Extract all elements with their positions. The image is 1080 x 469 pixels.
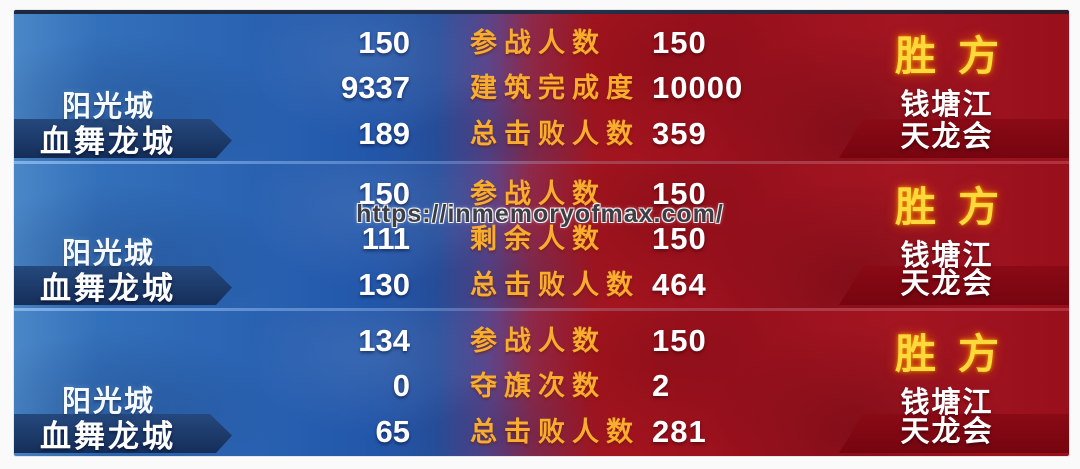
winner-label: 胜方 — [895, 331, 1021, 377]
blue-stat-value: 0 — [392, 368, 410, 403]
stat-label: 参战人数 — [470, 326, 606, 356]
red-team-name: 钱塘江 — [900, 387, 994, 419]
red-stat-value: 150 — [652, 323, 707, 358]
blue-stat-value: 189 — [358, 116, 410, 151]
stat-label: 参战人数 — [470, 28, 606, 58]
blue-team-name-2: 血舞龙城 — [40, 419, 176, 454]
stat-label: 参战人数 — [470, 179, 606, 209]
blue-stat-value: 130 — [358, 267, 410, 302]
blue-stat-value: 150 — [358, 25, 410, 60]
blue-stat-value: 111 — [361, 221, 410, 256]
results-board: 阳光城 血舞龙城 胜方 钱塘江 天龙会 150 参战人数 150 9337 建筑… — [14, 10, 1069, 456]
stat-row: 130 总击败人数 464 — [14, 266, 1069, 304]
blue-team-banner: 血舞龙城 — [14, 119, 232, 158]
stat-row: 134 参战人数 150 — [14, 322, 1069, 360]
red-stat-value: 150 — [652, 25, 707, 60]
red-team-name-2: 天龙会 — [900, 416, 994, 448]
blue-team-name: 阳光城 — [62, 91, 156, 123]
blue-stat-value: 150 — [358, 176, 410, 211]
stat-label: 总击败人数 — [470, 270, 640, 300]
battle-panel-1: 阳光城 血舞龙城 胜方 钱塘江 天龙会 150 参战人数 150 9337 建筑… — [14, 10, 1069, 161]
red-stat-value: 359 — [652, 116, 707, 151]
stat-row: 9337 建筑完成度 10000 — [14, 69, 1069, 107]
red-team-name-2: 天龙会 — [900, 268, 994, 300]
red-team-banner — [839, 414, 1069, 453]
red-stat-value: 150 — [652, 221, 707, 256]
red-team-name: 钱塘江 — [900, 89, 994, 121]
blue-stat-value: 65 — [375, 414, 410, 449]
stat-label: 总击败人数 — [470, 119, 640, 149]
blue-team-name-2: 血舞龙城 — [40, 124, 176, 159]
red-stat-value: 464 — [652, 267, 707, 302]
stat-label: 总击败人数 — [470, 417, 640, 447]
blue-team-banner: 血舞龙城 — [14, 414, 232, 453]
stat-label: 夺旗次数 — [470, 371, 606, 401]
stat-label: 建筑完成度 — [470, 73, 640, 103]
stat-row: 111 剩余人数 150 — [14, 220, 1069, 258]
blue-team-name: 阳光城 — [62, 386, 156, 418]
red-stat-value: 281 — [652, 414, 707, 449]
battle-panel-2: 阳光城 血舞龙城 胜方 钱塘江 天龙会 150 参战人数 150 111 剩余人… — [14, 161, 1069, 308]
stat-row: 189 总击败人数 359 — [14, 115, 1069, 153]
red-team-name: 钱塘江 — [900, 240, 994, 272]
battle-panel-3: 阳光城 血舞龙城 胜方 钱塘江 天龙会 134 参战人数 150 0 夺旗次数 … — [14, 308, 1069, 456]
stat-row: 65 总击败人数 281 — [14, 413, 1069, 451]
red-team-banner — [839, 266, 1069, 305]
red-stat-value: 10000 — [652, 70, 744, 105]
red-stat-value: 150 — [652, 176, 707, 211]
blue-team-name-2: 血舞龙城 — [40, 271, 176, 306]
blue-team-banner: 血舞龙城 — [14, 266, 232, 305]
stat-row: 150 参战人数 150 — [14, 24, 1069, 62]
winner-label: 胜方 — [895, 33, 1021, 79]
red-team-banner — [839, 119, 1069, 158]
blue-team-name: 阳光城 — [62, 238, 156, 270]
red-stat-value: 2 — [652, 368, 671, 403]
red-team-name-2: 天龙会 — [900, 121, 994, 153]
winner-label: 胜方 — [895, 184, 1021, 230]
blue-stat-value: 134 — [358, 323, 410, 358]
stat-row: 150 参战人数 150 — [14, 175, 1069, 213]
stat-label: 剩余人数 — [470, 224, 606, 254]
stat-row: 0 夺旗次数 2 — [14, 367, 1069, 405]
watermark-url: https://inmemoryofmax.com/ — [356, 200, 724, 228]
blue-stat-value: 9337 — [341, 70, 410, 105]
